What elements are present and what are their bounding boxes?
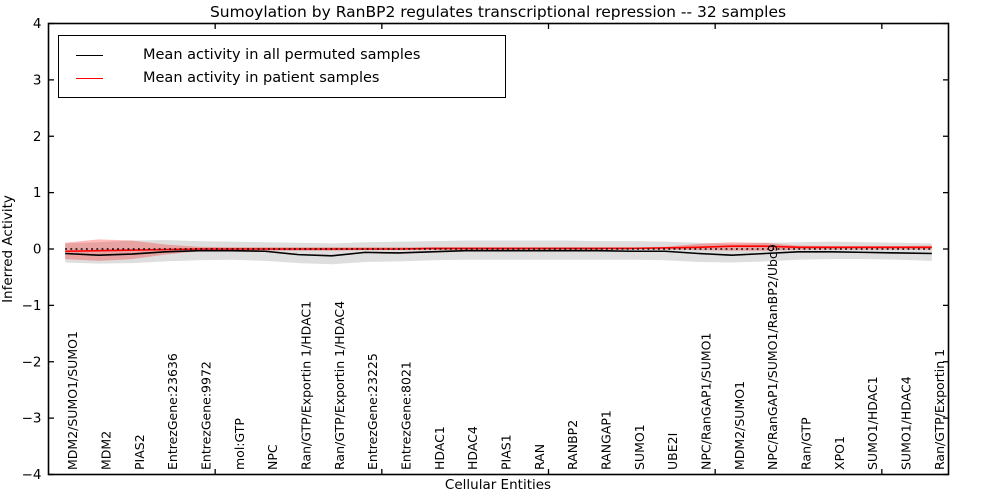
x-tick-label: PIAS1 [499, 434, 514, 470]
x-tick-label: MDM2/SUMO1/SUMO1 [65, 331, 80, 470]
y-tick-label: 3 [33, 72, 42, 88]
y-tick-label: −1 [22, 298, 42, 314]
x-tick-label: PIAS2 [132, 434, 147, 470]
x-tick-label: EntrezGene:8021 [399, 361, 414, 470]
x-tick-label: SUMO1/HDAC1 [865, 376, 880, 470]
permuted-mean-line [65, 249, 932, 257]
x-tick-label: NPC/RanGAP1/SUMO1/RanBP2/Ubc9 [765, 244, 780, 470]
legend-label-permuted: Mean activity in all permuted samples [143, 47, 421, 63]
legend-row-patient: Mean activity in patient samples [76, 70, 505, 86]
x-axis-label: Cellular Entities [444, 477, 552, 493]
y-tick-label: 0 [33, 242, 42, 258]
x-tick-label: UBE2I [665, 433, 680, 470]
x-tick-label: Ran/GTP/Exportin 1 [932, 349, 947, 470]
legend: Mean activity in all permuted samples Me… [58, 35, 506, 98]
x-tick-label: SUMO1/HDAC4 [899, 376, 914, 470]
x-tick-label: NPC [265, 444, 280, 470]
y-tick-label: 4 [33, 16, 42, 32]
x-tick-label: Ran/GTP [799, 417, 814, 470]
x-tick-label: NPC/RanGAP1/SUMO1 [699, 333, 714, 470]
y-tick-label: 2 [33, 129, 42, 145]
x-tick-label: Ran/GTP/Exportin 1/HDAC4 [332, 301, 347, 470]
y-tick-label: −2 [22, 354, 42, 370]
x-tick-label: EntrezGene:23225 [365, 353, 380, 470]
x-tick-label: MDM2 [99, 431, 114, 470]
legend-label-patient: Mean activity in patient samples [143, 70, 380, 86]
x-tick-label: EntrezGene:23636 [165, 353, 180, 470]
chart-title: Sumoylation by RanBP2 regulates transcri… [209, 3, 787, 21]
x-tick-label: RANBP2 [565, 420, 580, 470]
x-tick-label: RANGAP1 [599, 410, 614, 470]
x-tick-label: Ran/GTP/Exportin 1/HDAC1 [299, 301, 314, 470]
y-tick-label: −4 [22, 467, 42, 483]
x-tick-label: EntrezGene:9972 [199, 361, 214, 470]
x-tick-label: XPO1 [832, 436, 847, 470]
x-tick-label: mol:GTP [232, 418, 247, 470]
x-tick-label: RAN [532, 444, 547, 470]
y-tick-label: 1 [33, 185, 42, 201]
patient-line-swatch [76, 77, 103, 79]
y-tick-label: −3 [22, 411, 42, 427]
x-tick-label: MDM2/SUMO1 [732, 381, 747, 470]
permuted-line-swatch [76, 54, 103, 56]
x-tick-label: HDAC1 [432, 426, 447, 470]
x-tick-label: SUMO1 [632, 424, 647, 470]
x-tick-label: HDAC4 [465, 426, 480, 470]
legend-row-permuted: Mean activity in all permuted samples [76, 47, 505, 63]
